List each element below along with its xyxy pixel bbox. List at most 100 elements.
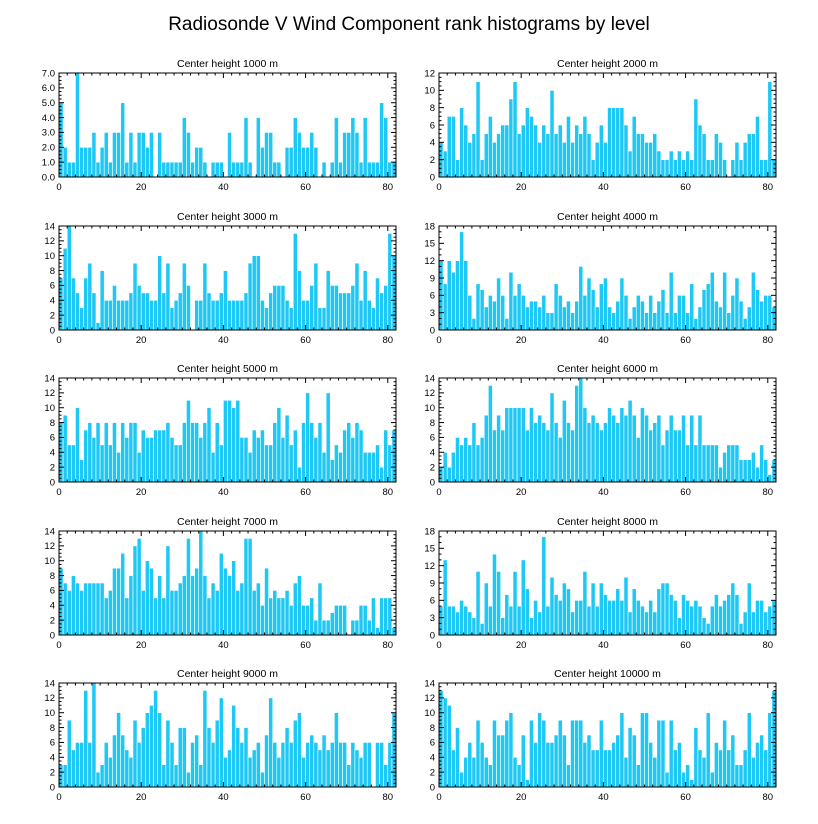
bar — [446, 704, 452, 788]
panel-7: Center height 7000 m 0 20 40 60 80 0 2 4 6 8 10 12 14 — [44, 516, 397, 651]
bar — [479, 437, 485, 483]
bar — [145, 292, 150, 331]
bar — [362, 117, 368, 178]
bar — [656, 300, 662, 331]
bar — [459, 771, 464, 788]
y-tick-label: 2 — [50, 310, 55, 321]
bar — [479, 289, 485, 331]
bar — [574, 719, 580, 788]
bar — [685, 312, 691, 331]
bar — [288, 604, 294, 636]
x-tick-label: 40 — [218, 792, 229, 803]
bar — [656, 719, 662, 788]
bar — [153, 690, 158, 788]
y-tick-label: 2 — [50, 767, 55, 778]
bar — [334, 444, 339, 483]
bar — [763, 295, 769, 331]
y-tick-label: 6 — [50, 433, 55, 444]
bar — [108, 590, 113, 636]
bar — [492, 719, 497, 788]
bar — [635, 764, 641, 788]
x-tick-label: 0 — [436, 182, 441, 193]
bar — [103, 422, 109, 483]
bar — [66, 444, 72, 483]
bar — [169, 161, 175, 178]
bar — [471, 617, 477, 636]
bar — [116, 132, 121, 178]
bar — [533, 742, 538, 788]
panel-title: Center height 6000 m — [557, 363, 658, 375]
bar — [301, 756, 306, 788]
bar — [128, 575, 134, 636]
bar — [227, 749, 232, 788]
bar — [354, 619, 360, 636]
bar — [99, 146, 105, 178]
bar — [272, 285, 278, 331]
bar — [537, 712, 543, 788]
y-tick-label: 12 — [424, 68, 435, 79]
bar — [239, 582, 245, 636]
bar — [693, 318, 699, 331]
bar — [586, 605, 592, 636]
bar — [276, 161, 282, 178]
bar — [467, 742, 473, 788]
bar — [218, 697, 224, 788]
bar — [280, 742, 286, 788]
bar — [108, 444, 113, 483]
bar — [714, 444, 719, 483]
x-tick-label: 80 — [762, 792, 773, 803]
bar — [79, 590, 84, 636]
bar — [284, 146, 290, 178]
bar — [173, 764, 179, 788]
bar — [231, 299, 237, 331]
bar — [709, 771, 715, 788]
bar — [247, 262, 253, 331]
bar — [603, 749, 608, 788]
x-tick-label: 60 — [300, 487, 311, 498]
bar — [383, 764, 389, 788]
y-tick-label: 6.0 — [42, 83, 55, 94]
bar — [181, 117, 187, 178]
bar — [648, 295, 654, 331]
bar — [545, 429, 551, 483]
bar — [660, 289, 666, 331]
bar — [120, 552, 126, 636]
bar — [483, 582, 489, 636]
bar — [492, 429, 497, 483]
bar — [570, 719, 575, 788]
bar — [455, 260, 460, 331]
y-tick-label: 6 — [430, 738, 435, 749]
panel-8: Center height 8000 m 0 20 40 60 80 0 3 6 9 12 15 18 — [424, 516, 777, 651]
bar — [520, 124, 526, 178]
bars — [438, 377, 777, 483]
bar — [218, 444, 224, 483]
bar — [524, 429, 530, 483]
bar — [214, 161, 220, 178]
bar — [496, 133, 501, 178]
bar — [173, 161, 179, 178]
x-tick-label: 20 — [516, 792, 527, 803]
y-tick-label: 0 — [50, 630, 55, 641]
bar — [280, 597, 286, 636]
bar — [570, 142, 575, 178]
bar — [231, 704, 237, 788]
bar — [475, 283, 481, 331]
bar — [280, 437, 286, 483]
bar — [742, 142, 748, 178]
bar — [362, 270, 368, 331]
bar — [317, 422, 323, 483]
bar — [751, 611, 756, 636]
bar — [627, 399, 633, 483]
bar — [375, 742, 380, 788]
bar — [375, 627, 380, 636]
y-tick-label: 12 — [424, 388, 435, 399]
bar — [635, 437, 641, 483]
bar — [62, 414, 68, 483]
bar — [701, 289, 707, 331]
bar — [202, 161, 208, 178]
bar — [239, 437, 245, 483]
bar — [136, 285, 142, 331]
bar — [681, 594, 686, 636]
bar — [594, 422, 600, 483]
bar — [239, 299, 245, 331]
